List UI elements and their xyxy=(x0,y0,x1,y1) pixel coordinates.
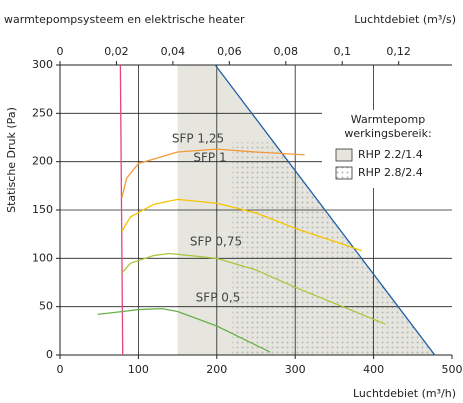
x2-tick-label: 0,12 xyxy=(386,45,411,58)
y-tick-label: 300 xyxy=(32,58,53,71)
series-line xyxy=(119,64,124,356)
x-tick-label: 0 xyxy=(57,363,64,376)
legend-swatch xyxy=(335,148,353,162)
x2-axis-label: Luchtdebiet (m³/s) xyxy=(354,13,456,26)
legend-label: RHP 2.2/1.4 xyxy=(358,148,423,161)
series-line xyxy=(121,198,363,252)
chart-title: warmtepompsysteem en elektrische heater xyxy=(4,13,245,26)
y-tick-label: 200 xyxy=(32,155,53,168)
x-tick-label: 500 xyxy=(442,363,463,376)
legend-title: Warmtepomp xyxy=(351,113,425,126)
x-tick-label: 100 xyxy=(128,363,149,376)
x2-tick-label: 0 xyxy=(57,45,64,58)
x-tick-label: 200 xyxy=(206,363,227,376)
legend-swatch xyxy=(335,166,353,180)
y-tick-label: 150 xyxy=(32,203,53,216)
curve-label: SFP 1,25 xyxy=(172,132,224,146)
area xyxy=(232,142,435,355)
y-axis-label: Statische Druk (Pa) xyxy=(5,107,18,213)
curve-label: SFP 0,75 xyxy=(190,235,242,249)
x-tick-label: 400 xyxy=(363,363,384,376)
x2-tick-label: 0,06 xyxy=(217,45,242,58)
y-tick-label: 250 xyxy=(32,106,53,119)
curve-label: SFP 1 xyxy=(193,151,226,165)
series-line xyxy=(97,307,271,353)
x-tick-label: 300 xyxy=(285,363,306,376)
x2-tick-label: 0,02 xyxy=(104,45,129,58)
curve-label: SFP 0,5 xyxy=(196,291,241,305)
legend-label: RHP 2.8/2.4 xyxy=(358,166,423,179)
series-line xyxy=(121,252,386,325)
x2-tick-label: 0,04 xyxy=(161,45,186,58)
x2-tick-label: 0,1 xyxy=(333,45,351,58)
y-tick-label: 100 xyxy=(32,251,53,264)
y-tick-label: 50 xyxy=(39,300,53,313)
x-axis-label: Luchtdebiet (m³/h) xyxy=(353,387,456,400)
series-line xyxy=(214,64,436,356)
y-tick-label: 0 xyxy=(46,348,53,361)
series-line xyxy=(121,148,305,198)
legend-title: werkingsbereik: xyxy=(344,127,431,140)
x2-tick-label: 0,08 xyxy=(274,45,299,58)
